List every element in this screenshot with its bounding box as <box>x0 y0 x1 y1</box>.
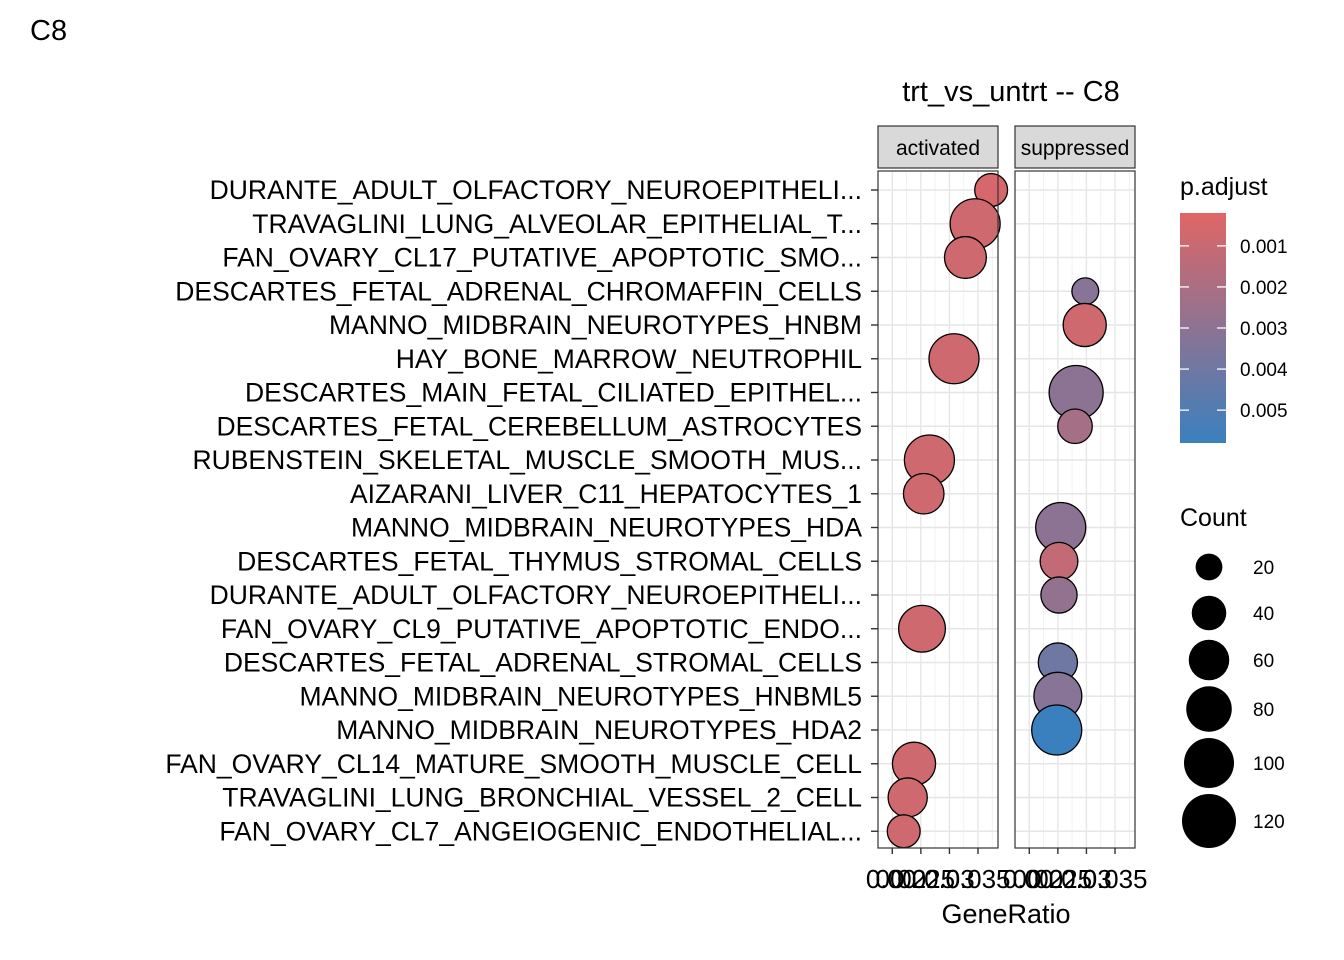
size-legend-circle <box>1184 738 1234 788</box>
x-axis: 0.000.020.0250.030.0350.000.020.0250.030… <box>866 848 1148 894</box>
x-tick-label: 0.035 <box>945 864 1010 894</box>
size-legend-keys: 20 40 60 80 100 120 <box>1181 553 1285 849</box>
color-legend-label: 0.005 <box>1240 401 1288 422</box>
x-tick-label: 0.025 <box>1027 864 1092 894</box>
y-tick-label: DESCARTES_FETAL_ADRENAL_CHROMAFFIN_CELLS <box>175 276 862 306</box>
x-tick-label: 0.025 <box>890 864 955 894</box>
size-legend-label: 100 <box>1253 754 1285 775</box>
facet-label-activated: activated <box>896 137 980 160</box>
y-tick-label: FAN_OVARY_CL9_PUTATIVE_APOPTOTIC_ENDO... <box>221 614 862 644</box>
x-tick-label: 0.00 <box>866 864 917 894</box>
data-point <box>887 777 928 818</box>
y-tick-label: TRAVAGLINI_LUNG_ALVEOLAR_EPITHELIAL_T... <box>252 209 862 239</box>
color-legend-label: 0.002 <box>1240 278 1288 299</box>
panel-border <box>877 170 999 849</box>
size-legend-label: 40 <box>1253 604 1274 625</box>
x-tick-label: 0.02 <box>876 864 927 894</box>
size-legend-label: 120 <box>1253 812 1285 833</box>
data-point <box>1031 704 1083 756</box>
data-point <box>1057 408 1093 445</box>
data-point <box>1071 277 1100 306</box>
y-tick-label: RUBENSTEIN_SKELETAL_MUSCLE_SMOOTH_MUS... <box>192 445 862 475</box>
y-tick-label: MANNO_MIDBRAIN_NEUROTYPES_HNBML5 <box>299 681 862 711</box>
panel-border <box>1014 170 1136 849</box>
y-tick-label: MANNO_MIDBRAIN_NEUROTYPES_HNBM <box>329 310 862 340</box>
color-legend: p.adjust 0.001 0.002 0.003 0.004 0.005 <box>1180 173 1288 443</box>
color-legend-label: 0.004 <box>1240 360 1288 381</box>
size-legend-title: Count <box>1180 504 1247 532</box>
data-point <box>928 333 980 385</box>
data-point <box>1040 576 1078 614</box>
plot-tag: C8 <box>30 15 67 47</box>
size-legend-circle <box>1186 686 1232 732</box>
x-tick-label: 0.03 <box>924 864 975 894</box>
y-tick-label: TRAVAGLINI_LUNG_BRONCHIAL_VESSEL_2_CELL <box>222 783 862 813</box>
facet-strip-activated <box>877 125 999 169</box>
data-point <box>1039 541 1079 581</box>
y-tick-label: DESCARTES_FETAL_CEREBELLUM_ASTROCYTES <box>216 411 862 441</box>
size-legend: Count 20 40 60 80 100 120 <box>1180 504 1285 849</box>
x-tick-label: 0.035 <box>1082 864 1147 894</box>
y-tick-label: FAN_OVARY_CL14_MATURE_SMOOTH_MUSCLE_CELL <box>165 749 862 779</box>
color-legend-label: 0.001 <box>1240 237 1288 258</box>
panel-suppressed <box>1014 170 1136 849</box>
size-legend-circle <box>1181 793 1237 849</box>
y-tick-label: DESCARTES_FETAL_THYMUS_STROMAL_CELLS <box>237 546 862 576</box>
size-legend-label: 60 <box>1253 651 1274 672</box>
color-legend-ticks: 0.001 0.002 0.003 0.004 0.005 <box>1180 237 1288 422</box>
color-legend-title: p.adjust <box>1180 173 1268 201</box>
y-tick-label: MANNO_MIDBRAIN_NEUROTYPES_HDA <box>351 513 862 543</box>
y-tick-label: DURANTE_ADULT_OLFACTORY_NEUROEPITHELI... <box>210 175 862 205</box>
data-point <box>1062 302 1107 348</box>
data-point <box>886 814 921 849</box>
y-tick-label: FAN_OVARY_CL7_ANGEIOGENIC_ENDOTHELIAL... <box>219 816 862 846</box>
chart-title: trt_vs_untrt -- C8 <box>902 76 1120 108</box>
size-legend-label: 80 <box>1253 700 1274 721</box>
data-point <box>902 472 945 515</box>
y-tick-label: DESCARTES_FETAL_ADRENAL_STROMAL_CELLS <box>224 648 862 678</box>
x-tick-label: 0.00 <box>1003 864 1054 894</box>
y-tick-label: MANNO_MIDBRAIN_NEUROTYPES_HDA2 <box>336 715 862 745</box>
panel-points <box>886 172 1009 849</box>
color-legend-label: 0.003 <box>1240 319 1288 340</box>
x-axis-label: GeneRatio <box>941 899 1070 929</box>
x-tick-label: 0.02 <box>1013 864 1064 894</box>
y-tick-label: AIZARANI_LIVER_C11_HEPATOCYTES_1 <box>350 479 862 509</box>
size-legend-circle <box>1188 639 1230 681</box>
panel-activated <box>877 170 1009 849</box>
y-tick-label: DESCARTES_MAIN_FETAL_CILIATED_EPITHEL... <box>245 378 862 408</box>
size-legend-circle <box>1195 553 1223 581</box>
data-point <box>943 235 988 280</box>
size-legend-label: 20 <box>1253 558 1274 579</box>
y-tick-label: FAN_OVARY_CL17_PUTATIVE_APOPTOTIC_SMO... <box>222 243 862 273</box>
data-point <box>897 604 947 653</box>
x-tick-label: 0.03 <box>1061 864 1112 894</box>
panel-points <box>1031 277 1107 756</box>
facet-label-suppressed: suppressed <box>1021 137 1130 160</box>
y-tick-label: DURANTE_ADULT_OLFACTORY_NEUROEPITHELI... <box>210 580 862 610</box>
y-tick-label: HAY_BONE_MARROW_NEUTROPHIL <box>396 344 862 374</box>
size-legend-circle <box>1191 595 1227 631</box>
facet-strip-suppressed <box>1014 125 1136 169</box>
y-axis: DURANTE_ADULT_OLFACTORY_NEUROEPITHELI...… <box>165 175 878 846</box>
